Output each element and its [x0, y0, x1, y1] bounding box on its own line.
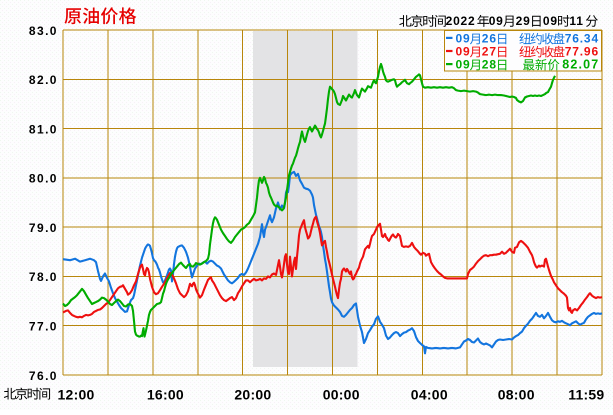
svg-text:79.0: 79.0: [29, 221, 58, 235]
svg-text:09: 09: [456, 45, 471, 59]
svg-text:09: 09: [543, 14, 558, 28]
svg-text:81.0: 81.0: [29, 122, 58, 136]
svg-text:82.0: 82.0: [29, 73, 58, 87]
svg-text:09: 09: [456, 32, 471, 46]
svg-text:11: 11: [569, 14, 583, 28]
svg-text:20:00: 20:00: [234, 386, 271, 402]
svg-text:76.34: 76.34: [565, 32, 599, 46]
svg-text:26: 26: [482, 32, 497, 46]
svg-text:27: 27: [482, 45, 497, 59]
svg-text:11:59: 11:59: [568, 386, 604, 402]
svg-text:80.0: 80.0: [29, 172, 58, 186]
svg-text:08:00: 08:00: [498, 386, 535, 402]
svg-text:83.0: 83.0: [29, 24, 58, 38]
svg-text:09: 09: [489, 14, 504, 28]
svg-text:76.0: 76.0: [29, 369, 58, 383]
svg-text:2022: 2022: [446, 14, 476, 28]
svg-text:04:00: 04:00: [411, 386, 448, 402]
svg-text:12:00: 12:00: [58, 386, 95, 402]
svg-text:82.07: 82.07: [562, 58, 599, 72]
svg-text:09: 09: [456, 58, 471, 72]
svg-text:16:00: 16:00: [147, 386, 184, 402]
svg-text:77.0: 77.0: [29, 320, 58, 334]
svg-text:00:00: 00:00: [323, 386, 360, 402]
svg-text:28: 28: [482, 58, 497, 72]
svg-text:77.96: 77.96: [565, 45, 599, 59]
svg-text:29: 29: [516, 14, 531, 28]
svg-text:78.0: 78.0: [29, 270, 58, 284]
